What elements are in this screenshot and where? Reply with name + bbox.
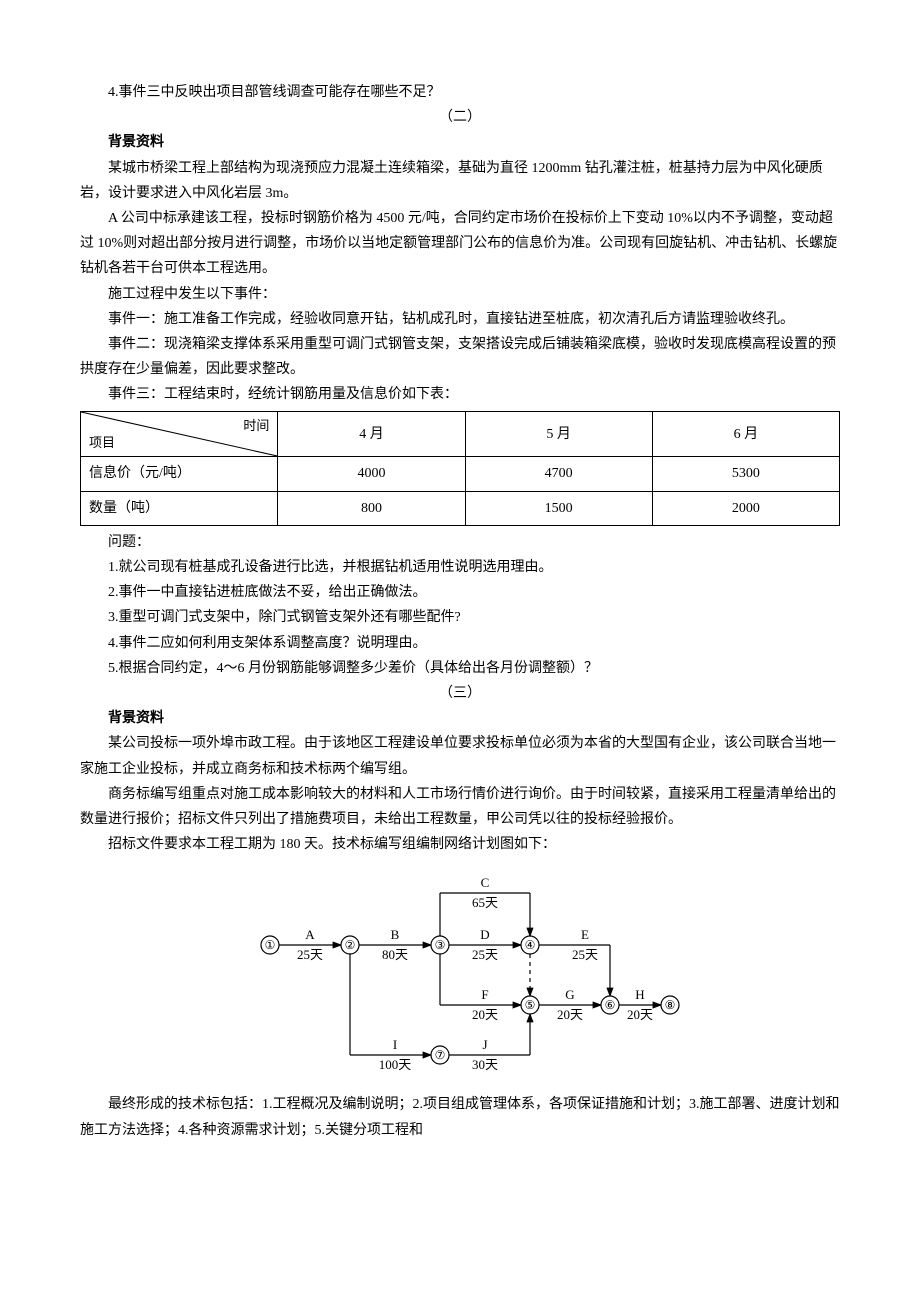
svg-text:20天: 20天 xyxy=(472,1007,498,1022)
svg-text:⑥: ⑥ xyxy=(605,998,616,1012)
sec2-q-label: 问题： xyxy=(80,530,840,555)
sec2-q4: 4.事件二应如何利用支架体系调整高度？说明理由。 xyxy=(80,631,840,656)
sec2-p2: A 公司中标承建该工程，投标时钢筋价格为 4500 元/吨，合同约定市场价在投标… xyxy=(80,206,840,282)
svg-text:D: D xyxy=(480,927,489,942)
sec3-p2: 商务标编写组重点对施工成本影响较大的材料和人工市场行情价进行询价。由于时间较紧，… xyxy=(80,782,840,832)
table-cell: 5300 xyxy=(652,457,839,491)
svg-text:20天: 20天 xyxy=(627,1007,653,1022)
section-3-title: （三） xyxy=(80,681,840,706)
table-month-header: 4 月 xyxy=(278,412,465,457)
svg-text:E: E xyxy=(581,927,589,942)
svg-text:H: H xyxy=(635,987,644,1002)
network-diagram: C 65天 A 25天 B 80天 D 25天 E 25天 F 20天 G 20天 H 20天 I 100天 J 30… xyxy=(80,865,840,1084)
table-month-header: 6 月 xyxy=(652,412,839,457)
svg-text:⑦: ⑦ xyxy=(435,1048,446,1062)
sec2-q2: 2.事件一中直接钻进桩底做法不妥，给出正确做法。 xyxy=(80,580,840,605)
prev-question-4: 4.事件三中反映出项目部管线调查可能存在哪些不足？ xyxy=(80,80,840,105)
table-month-header: 5 月 xyxy=(465,412,652,457)
section-3-bg-label: 背景资料 xyxy=(80,706,840,731)
svg-text:F: F xyxy=(481,987,488,1002)
table-cell: 4700 xyxy=(465,457,652,491)
svg-text:④: ④ xyxy=(525,938,536,952)
svg-text:⑧: ⑧ xyxy=(665,998,676,1012)
svg-text:25天: 25天 xyxy=(572,947,598,962)
sec3-p4: 最终形成的技术标包括：1.工程概况及编制说明；2.项目组成管理体系，各项保证措施… xyxy=(80,1092,840,1142)
sec3-p1: 某公司投标一项外埠市政工程。由于该地区工程建设单位要求投标单位必须为本省的大型国… xyxy=(80,731,840,781)
svg-text:C: C xyxy=(481,875,490,890)
svg-text:③: ③ xyxy=(435,938,446,952)
svg-text:25天: 25天 xyxy=(472,947,498,962)
sec3-p3: 招标文件要求本工程工期为 180 天。技术标编写组编制网络计划图如下： xyxy=(80,832,840,857)
sec2-q5: 5.根据合同约定，4～6 月份钢筋能够调整多少差价（具体给出各月份调整额）？ xyxy=(80,656,840,681)
sec2-p1: 某城市桥梁工程上部结构为现浇预应力混凝土连续箱梁，基础为直径 1200mm 钻孔… xyxy=(80,156,840,206)
svg-text:A: A xyxy=(305,927,315,942)
svg-text:G: G xyxy=(565,987,574,1002)
svg-text:I: I xyxy=(393,1037,397,1052)
table-row-label: 信息价（元/吨） xyxy=(81,457,278,491)
table-cell: 2000 xyxy=(652,491,839,525)
table-header-diag: 时间项目 xyxy=(81,412,278,457)
svg-text:20天: 20天 xyxy=(557,1007,583,1022)
svg-text:①: ① xyxy=(265,938,276,952)
sec2-event1: 事件一：施工准备工作完成，经验收同意开钻，钻机成孔时，直接钻进至桩底，初次清孔后… xyxy=(80,307,840,332)
sec2-q1: 1.就公司现有桩基成孔设备进行比选，并根据钻机适用性说明选用理由。 xyxy=(80,555,840,580)
sec2-q3: 3.重型可调门式支架中，除门式钢管支架外还有哪些配件? xyxy=(80,605,840,630)
svg-text:②: ② xyxy=(345,938,356,952)
svg-text:B: B xyxy=(391,927,400,942)
table-cell: 1500 xyxy=(465,491,652,525)
sec2-event2: 事件二：现浇箱梁支撑体系采用重型可调门式钢管支架，支架搭设完成后铺装箱梁底模，验… xyxy=(80,332,840,382)
svg-text:80天: 80天 xyxy=(382,947,408,962)
section-2-bg-label: 背景资料 xyxy=(80,130,840,155)
svg-text:⑤: ⑤ xyxy=(525,998,536,1012)
table-row-label: 数量（吨） xyxy=(81,491,278,525)
sec2-event3: 事件三：工程结束时，经统计钢筋用量及信息价如下表： xyxy=(80,382,840,407)
svg-text:25天: 25天 xyxy=(297,947,323,962)
svg-text:J: J xyxy=(482,1037,487,1052)
svg-text:30天: 30天 xyxy=(472,1057,498,1072)
table-cell: 800 xyxy=(278,491,465,525)
table-cell: 4000 xyxy=(278,457,465,491)
sec2-p3: 施工过程中发生以下事件： xyxy=(80,282,840,307)
section-2-title: （二） xyxy=(80,105,840,130)
steel-price-table: 时间项目4 月5 月6 月信息价（元/吨）400047005300 数量（吨）80… xyxy=(80,411,840,525)
svg-text:65天: 65天 xyxy=(472,895,498,910)
svg-text:100天: 100天 xyxy=(379,1057,412,1072)
